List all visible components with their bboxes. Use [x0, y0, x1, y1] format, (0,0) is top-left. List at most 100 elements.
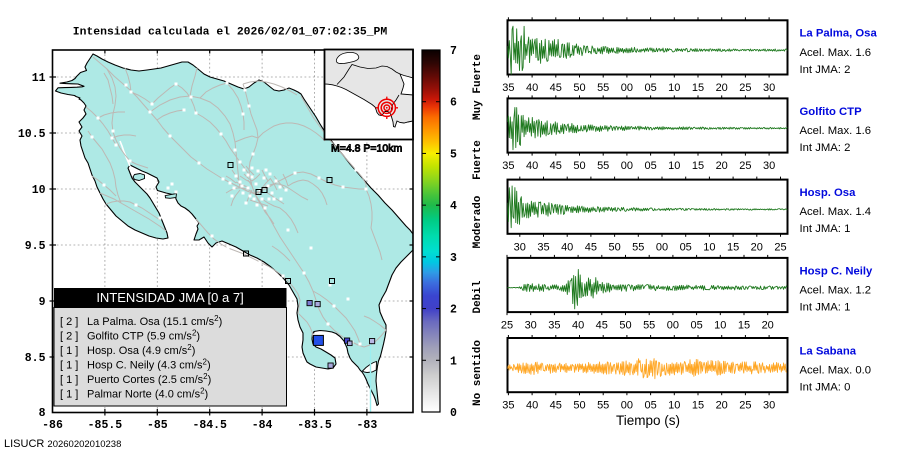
svg-text:55: 55 [597, 160, 609, 172]
svg-text:[ 1 ]: [ 1 ] [60, 359, 78, 371]
svg-text:40: 40 [526, 82, 538, 94]
svg-text:Palmar Norte (4.0 cm/s2): Palmar Norte (4.0 cm/s2) [87, 386, 208, 400]
svg-text:55: 55 [643, 320, 655, 332]
svg-text:Acel. Max. 1.2: Acel. Max. 1.2 [800, 284, 872, 296]
svg-text:La Palma. Osa (15.1 cm/s2): La Palma. Osa (15.1 cm/s2) [87, 314, 222, 328]
svg-text:Debil: Debil [472, 280, 484, 313]
svg-text:9.5: 9.5 [25, 240, 46, 253]
svg-text:15: 15 [692, 160, 704, 172]
svg-text:00: 00 [621, 400, 633, 412]
svg-text:[ 1 ]: [ 1 ] [60, 345, 78, 357]
svg-text:Int JMA: 1: Int JMA: 1 [800, 223, 851, 235]
svg-text:Int JMA: 2: Int JMA: 2 [800, 142, 851, 154]
svg-text:[ 1 ]: [ 1 ] [60, 388, 78, 400]
svg-text:15: 15 [692, 82, 704, 94]
svg-text:Hosp C. Neily (4.3 cm/s2): Hosp C. Neily (4.3 cm/s2) [87, 357, 211, 371]
svg-text:Puerto Cortes (2.5 cm/s2): Puerto Cortes (2.5 cm/s2) [87, 372, 211, 386]
svg-text:10: 10 [668, 400, 680, 412]
svg-text:20: 20 [716, 82, 728, 94]
svg-text:-85: -85 [147, 419, 168, 432]
svg-text:05: 05 [644, 82, 656, 94]
svg-text:3: 3 [450, 252, 457, 265]
svg-text:30: 30 [514, 241, 526, 253]
svg-text:Golfito CTP (5.9 cm/s2): Golfito CTP (5.9 cm/s2) [87, 328, 200, 342]
svg-text:15: 15 [738, 320, 750, 332]
svg-text:10: 10 [668, 160, 680, 172]
svg-text:Moderado: Moderado [472, 195, 484, 248]
svg-text:45: 45 [596, 320, 608, 332]
svg-text:Hosp. Osa (4.9 cm/s2): Hosp. Osa (4.9 cm/s2) [87, 343, 195, 357]
svg-text:20: 20 [762, 320, 774, 332]
svg-text:Acel. Max. 1.6: Acel. Max. 1.6 [800, 47, 872, 59]
svg-text:50: 50 [608, 241, 620, 253]
svg-text:45: 45 [550, 160, 562, 172]
svg-text:55: 55 [597, 400, 609, 412]
svg-text:35: 35 [502, 400, 514, 412]
svg-text:[ 1 ]: [ 1 ] [60, 374, 78, 386]
svg-text:-84: -84 [252, 419, 273, 432]
svg-text:25: 25 [501, 320, 513, 332]
svg-text:55: 55 [597, 82, 609, 94]
svg-text:20: 20 [716, 160, 728, 172]
svg-text:Int JMA: 1: Int JMA: 1 [800, 301, 851, 313]
svg-text:30: 30 [763, 82, 775, 94]
svg-text:30: 30 [763, 400, 775, 412]
svg-text:25: 25 [739, 82, 751, 94]
svg-text:-85.5: -85.5 [88, 419, 123, 432]
svg-text:45: 45 [550, 400, 562, 412]
svg-text:Int JMA: 2: Int JMA: 2 [800, 64, 851, 76]
svg-text:-83: -83 [357, 419, 378, 432]
svg-text:00: 00 [656, 241, 668, 253]
svg-text:05: 05 [690, 320, 702, 332]
svg-text:00: 00 [667, 320, 679, 332]
svg-text:15: 15 [692, 400, 704, 412]
svg-text:05: 05 [680, 241, 692, 253]
svg-text:Hosp. Osa: Hosp. Osa [800, 187, 857, 199]
svg-text:[ 2 ]: [ 2 ] [60, 330, 78, 342]
svg-text:10: 10 [714, 320, 726, 332]
svg-text:40: 40 [526, 400, 538, 412]
svg-text:LISUCR 20260202010238: LISUCR 20260202010238 [4, 438, 121, 450]
svg-text:35: 35 [502, 160, 514, 172]
svg-text:-83.5: -83.5 [297, 419, 332, 432]
svg-text:6: 6 [450, 97, 457, 110]
svg-text:00: 00 [621, 160, 633, 172]
svg-text:25: 25 [739, 160, 751, 172]
svg-text:10: 10 [32, 184, 46, 197]
svg-text:M=4.8 P=10km: M=4.8 P=10km [331, 143, 402, 155]
svg-text:8: 8 [39, 407, 46, 420]
svg-text:50: 50 [573, 160, 585, 172]
svg-text:8.5: 8.5 [25, 352, 46, 365]
svg-text:20: 20 [751, 241, 763, 253]
svg-text:40: 40 [526, 160, 538, 172]
svg-text:45: 45 [550, 82, 562, 94]
svg-text:5: 5 [450, 148, 457, 161]
svg-text:Fuerte: Fuerte [472, 140, 484, 180]
svg-text:15: 15 [727, 241, 739, 253]
svg-text:35: 35 [502, 82, 514, 94]
svg-text:La Palma, Osa: La Palma, Osa [800, 28, 878, 40]
svg-text:2: 2 [450, 304, 457, 317]
svg-text:20: 20 [716, 400, 728, 412]
svg-text:INTENSIDAD JMA [0 a 7]: INTENSIDAD JMA [0 a 7] [96, 290, 243, 305]
svg-text:-86: -86 [42, 419, 63, 432]
svg-text:50: 50 [619, 320, 631, 332]
svg-text:La Sabana: La Sabana [800, 345, 857, 357]
svg-text:4: 4 [450, 200, 457, 213]
svg-text:-84.5: -84.5 [192, 419, 227, 432]
svg-text:Acel. Max. 1.6: Acel. Max. 1.6 [800, 125, 872, 137]
svg-text:55: 55 [632, 241, 644, 253]
svg-text:25: 25 [739, 400, 751, 412]
svg-text:40: 40 [572, 320, 584, 332]
svg-text:Intensidad calculada el 2026/0: Intensidad calculada el 2026/02/01_07:02… [73, 27, 388, 39]
svg-text:30: 30 [763, 160, 775, 172]
svg-text:9: 9 [39, 296, 46, 309]
svg-text:10: 10 [703, 241, 715, 253]
svg-text:Acel. Max. 0.0: Acel. Max. 0.0 [800, 365, 872, 377]
svg-text:00: 00 [621, 82, 633, 94]
svg-text:7: 7 [450, 45, 457, 58]
svg-text:1: 1 [450, 355, 457, 368]
svg-text:Golfito CTP: Golfito CTP [800, 106, 863, 118]
svg-text:Acel. Max. 1.4: Acel. Max. 1.4 [800, 206, 872, 218]
svg-text:50: 50 [573, 82, 585, 94]
